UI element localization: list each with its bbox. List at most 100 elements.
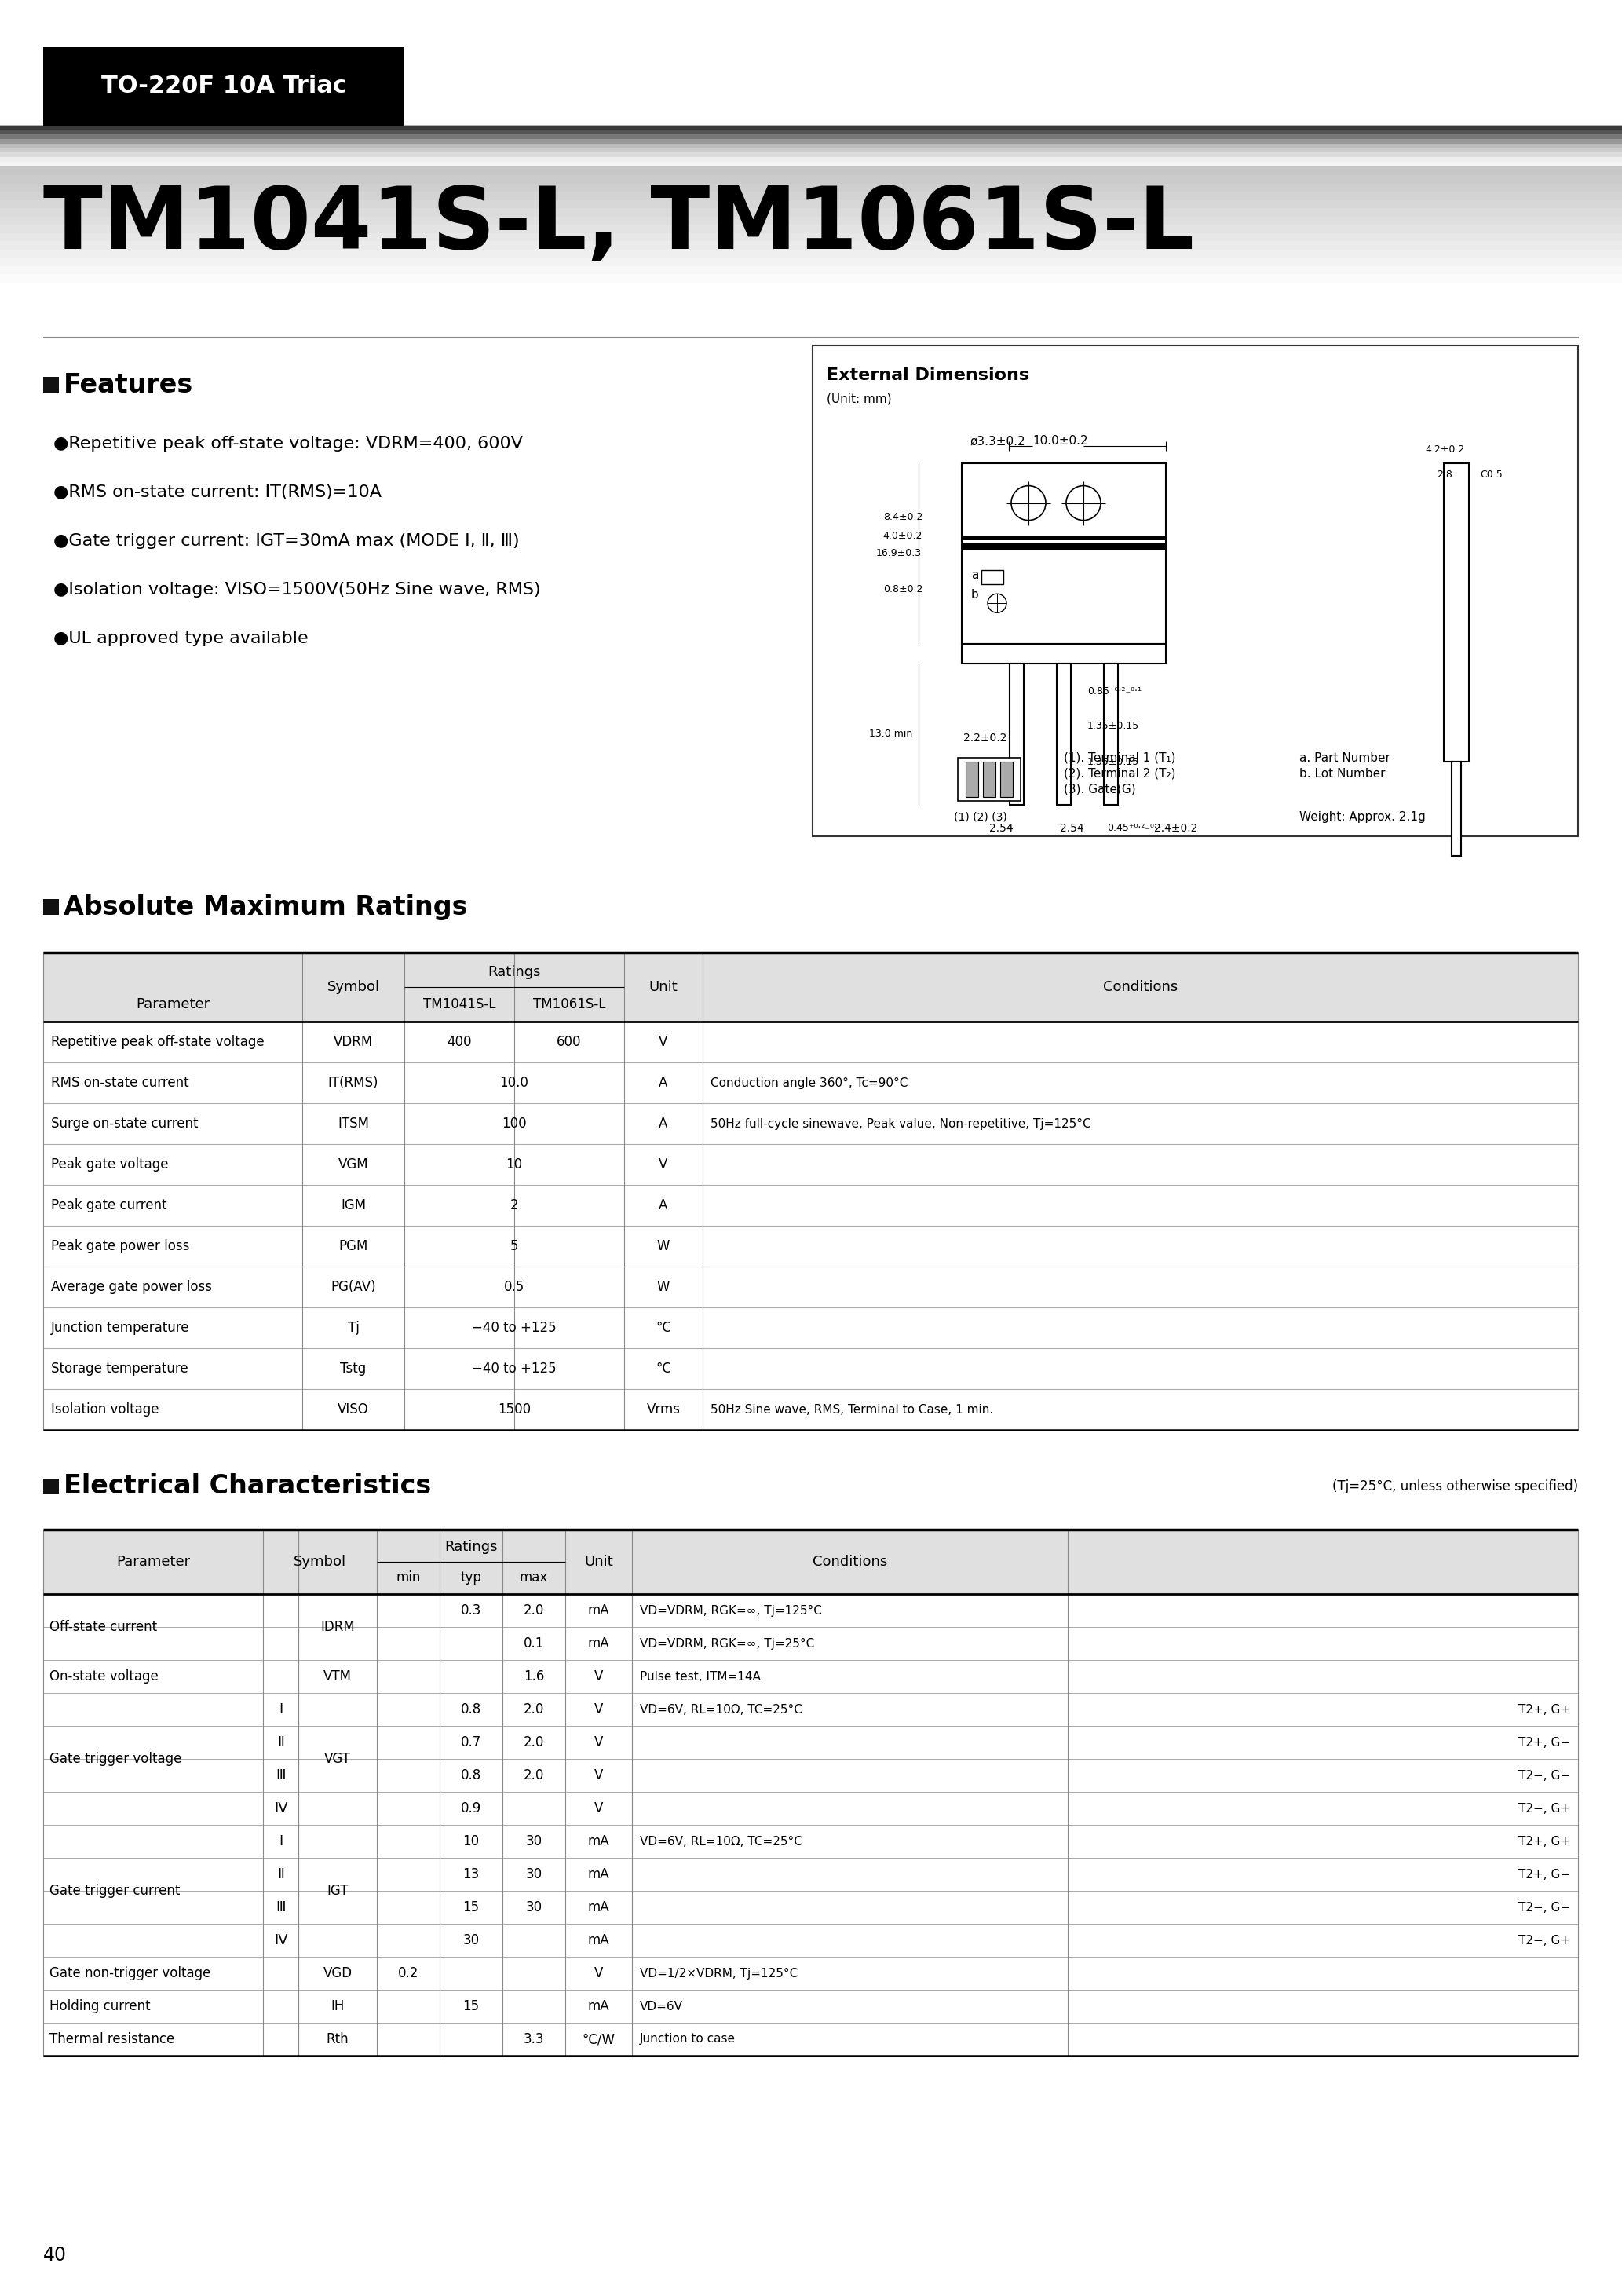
Bar (0, 138, 1622, 145)
Text: 10: 10 (462, 1835, 480, 1848)
Text: 40: 40 (44, 2245, 67, 2264)
Text: V: V (594, 1965, 603, 1981)
Bar (813, 344, 1578, 836)
Text: (3). Gate(G): (3). Gate(G) (1064, 783, 1135, 794)
Bar (44, 48, 404, 126)
Bar (0, 126, 1622, 131)
Text: 0.45⁺⁰⋅²₋⁰⋅¹: 0.45⁺⁰⋅²₋⁰⋅¹ (1106, 824, 1161, 833)
Text: 5: 5 (509, 1240, 519, 1254)
Text: Conduction angle 360°, Tc=90°C: Conduction angle 360°, Tc=90°C (710, 1077, 908, 1088)
Text: 10.0: 10.0 (500, 1077, 529, 1091)
Text: 10: 10 (506, 1157, 522, 1171)
Text: TO-220F 10A Triac: TO-220F 10A Triac (101, 76, 347, 99)
Bar (0, 248, 1622, 257)
Bar (0, 241, 1622, 250)
Text: ●Isolation voltage: VISO=1500V(50Hz Sine wave, RMS): ●Isolation voltage: VISO=1500V(50Hz Sine… (54, 581, 540, 597)
Text: 50Hz full-cycle sinewave, Peak value, Non-repetitive, Tj=125°C: 50Hz full-cycle sinewave, Peak value, No… (710, 1118, 1092, 1130)
Text: C0.5: C0.5 (1479, 471, 1502, 480)
Text: VTM: VTM (323, 1669, 352, 1683)
Text: Thermal resistance: Thermal resistance (49, 2032, 175, 2046)
Bar (44, 1529, 1578, 1593)
Text: mA: mA (587, 1637, 610, 1651)
Text: 2.8: 2.8 (1437, 471, 1452, 480)
Text: (1). Terminal 1 (T₁): (1). Terminal 1 (T₁) (1064, 751, 1176, 765)
Text: T2−, G+: T2−, G+ (1518, 1802, 1570, 1814)
Text: PGM: PGM (339, 1240, 368, 1254)
Text: T2+, G−: T2+, G− (1518, 1736, 1570, 1747)
Text: Conditions: Conditions (813, 1554, 887, 1568)
Bar (0, 165, 1622, 174)
Text: 10.0±0.2: 10.0±0.2 (1032, 436, 1088, 448)
Text: T2+, G+: T2+, G+ (1518, 1835, 1570, 1848)
Text: −40 to +125: −40 to +125 (472, 1320, 556, 1334)
Text: W: W (657, 1279, 670, 1295)
Text: ●Gate trigger current: IGT=30mA max (MODE Ⅰ, Ⅱ, Ⅲ): ●Gate trigger current: IGT=30mA max (MOD… (54, 533, 519, 549)
Text: a. Part Number: a. Part Number (1299, 751, 1390, 765)
Text: Surge on-state current: Surge on-state current (50, 1116, 198, 1130)
Text: 1.6: 1.6 (524, 1669, 545, 1683)
Text: Gate trigger current: Gate trigger current (49, 1883, 180, 1899)
Text: Ⅲ: Ⅲ (276, 1901, 285, 1915)
Text: 600: 600 (556, 1035, 582, 1049)
Text: 0.85⁺⁰⋅²₋⁰⋅¹: 0.85⁺⁰⋅²₋⁰⋅¹ (1087, 687, 1142, 696)
Bar (0, 158, 1622, 168)
Text: ●RMS on-state current: IT(RMS)=10A: ●RMS on-state current: IT(RMS)=10A (54, 484, 381, 501)
Text: Weight: Approx. 2.1g: Weight: Approx. 2.1g (1299, 810, 1426, 822)
Text: VGT: VGT (324, 1752, 350, 1766)
Text: 1500: 1500 (498, 1403, 530, 1417)
Text: Junction temperature: Junction temperature (50, 1320, 190, 1334)
Text: mA: mA (587, 1901, 610, 1915)
Text: Absolute Maximum Ratings: Absolute Maximum Ratings (63, 893, 467, 921)
Bar (0, 273, 1622, 282)
Text: 0.2: 0.2 (397, 1965, 418, 1981)
Text: 2.0: 2.0 (524, 1701, 545, 1717)
Text: Features: Features (63, 372, 193, 397)
Text: mA: mA (587, 1933, 610, 1947)
Text: Symbol: Symbol (328, 980, 380, 994)
Text: 0.8: 0.8 (461, 1768, 482, 1782)
Text: Conditions: Conditions (1103, 980, 1178, 994)
Text: (Tj=25°C, unless otherwise specified): (Tj=25°C, unless otherwise specified) (1332, 1479, 1578, 1492)
Bar (0, 264, 1622, 273)
Text: mA: mA (587, 2000, 610, 2014)
Text: PG(AV): PG(AV) (331, 1279, 376, 1295)
Text: Ⅲ: Ⅲ (276, 1768, 285, 1782)
Bar (0, 223, 1622, 232)
Text: 8.4±0.2: 8.4±0.2 (882, 512, 923, 523)
Text: V: V (594, 1768, 603, 1782)
Bar (0, 124, 1622, 133)
Text: IH: IH (331, 2000, 344, 2014)
Text: 2.54: 2.54 (1059, 822, 1083, 833)
Text: RMS on-state current: RMS on-state current (50, 1077, 188, 1091)
Bar (962, 643, 1166, 664)
Text: 30: 30 (526, 1867, 542, 1880)
Text: 4.2±0.2: 4.2±0.2 (1424, 443, 1465, 455)
Text: 0.7: 0.7 (461, 1736, 482, 1750)
Bar (962, 544, 1166, 551)
Text: W: W (657, 1240, 670, 1254)
Bar (0, 174, 1622, 184)
Text: IGM: IGM (341, 1199, 367, 1212)
Bar (962, 464, 1166, 643)
Bar (0, 133, 1622, 142)
Bar (0, 191, 1622, 200)
Text: Ratings: Ratings (488, 964, 540, 978)
Text: −40 to +125: −40 to +125 (472, 1362, 556, 1375)
Text: 2.0: 2.0 (524, 1603, 545, 1619)
Bar (0, 200, 1622, 209)
Text: 15: 15 (462, 2000, 480, 2014)
Text: ●UL approved type available: ●UL approved type available (54, 631, 308, 645)
Text: VD=VDRM, RGK=∞, Tj=125°C: VD=VDRM, RGK=∞, Tj=125°C (639, 1605, 822, 1616)
Bar (0, 207, 1622, 216)
Bar (0, 161, 1622, 168)
Text: Ⅳ: Ⅳ (274, 1802, 287, 1816)
Text: Unit: Unit (649, 980, 678, 994)
Text: ITSM: ITSM (337, 1116, 368, 1130)
Text: 2.54: 2.54 (989, 822, 1014, 833)
Text: a: a (972, 569, 978, 581)
Bar (44, 953, 1578, 1022)
Text: T2+, G+: T2+, G+ (1518, 1704, 1570, 1715)
Text: External Dimensions: External Dimensions (827, 367, 1030, 383)
Text: A: A (659, 1077, 668, 1091)
Text: Tstg: Tstg (341, 1362, 367, 1375)
